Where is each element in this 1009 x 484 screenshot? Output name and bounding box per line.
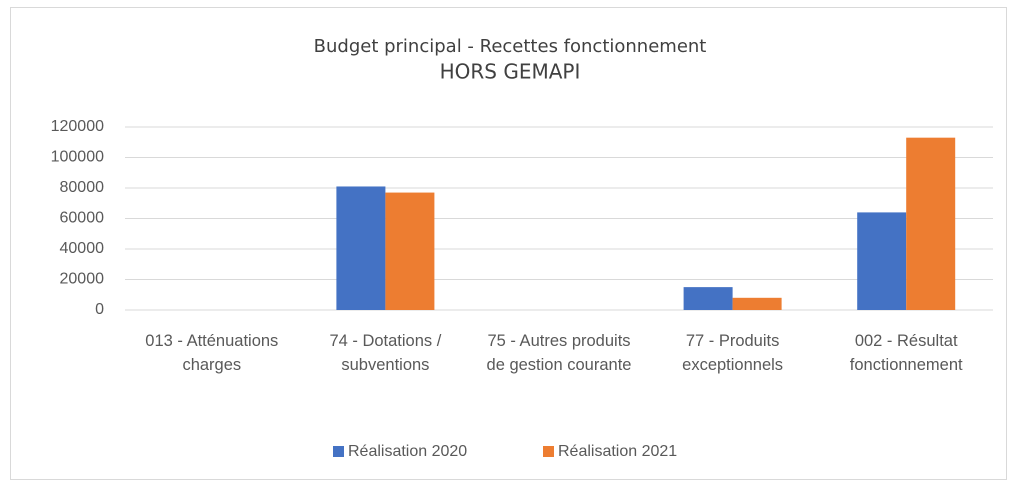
x-tick-label: 002 - Résultat fonctionnement [849,332,963,374]
x-tick-label: 75 - Autres produits de gestion courante [486,332,632,374]
y-tick-label: 40000 [60,240,105,257]
chart-title: Budget principal - Recettes fonctionneme… [314,36,707,57]
bar [336,186,386,310]
chart-frame [10,7,1007,480]
y-tick-label: 120000 [51,118,104,135]
y-tick-label: 100000 [51,149,104,166]
y-tick-label: 20000 [60,271,105,288]
legend-swatch [333,446,344,457]
chart-subtitle: HORS GEMAPI [440,60,581,84]
bar [857,212,907,310]
x-tick-label: 013 - Atténuations charges [145,332,279,374]
y-tick-label: 80000 [60,179,105,196]
bar [732,297,782,310]
bar [385,192,435,310]
legend-label: Réalisation 2021 [558,443,677,460]
bar [906,137,956,310]
y-tick-label: 0 [95,301,104,318]
x-tick-label: 77 - Produits exceptionnels [682,332,784,374]
legend-swatch [543,446,554,457]
x-tick-label: 74 - Dotations / subventions [329,332,442,374]
legend-label: Réalisation 2020 [348,443,467,460]
bar [683,287,733,310]
y-tick-label: 60000 [60,210,105,227]
